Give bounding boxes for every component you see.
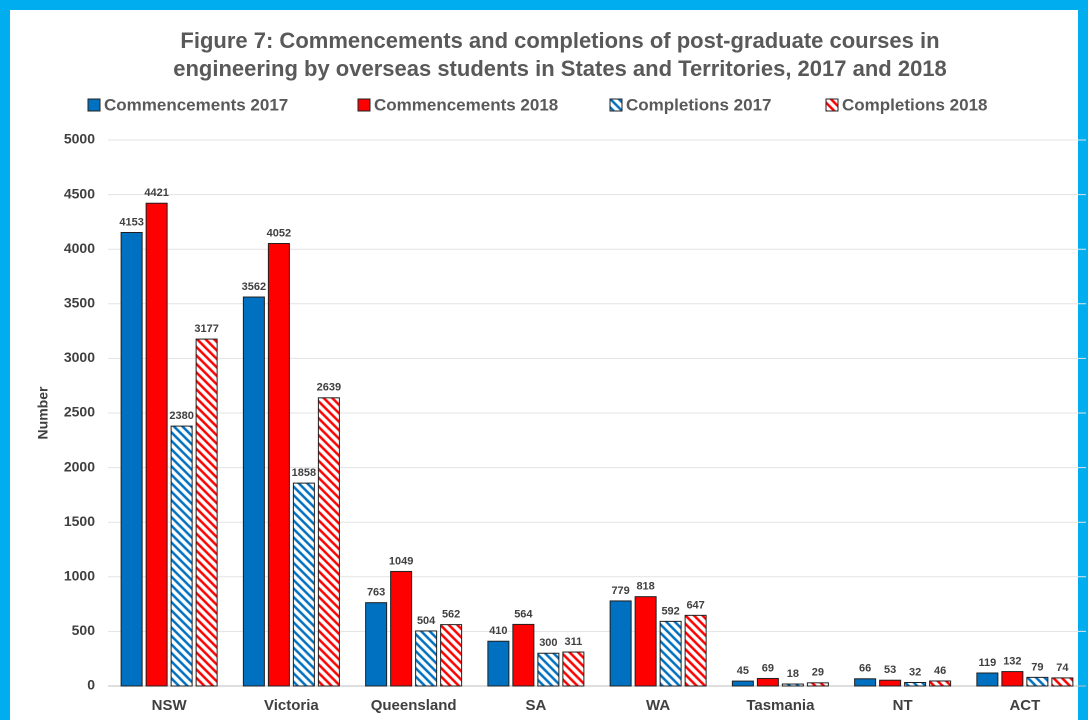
value-label: 3562	[242, 281, 266, 293]
value-label: 32	[909, 666, 921, 678]
bar	[781, 683, 804, 687]
legend-label: Completions 2018	[842, 95, 988, 114]
value-label: 818	[636, 581, 654, 593]
y-tick-label: 4000	[64, 240, 95, 256]
value-label: 3177	[194, 323, 218, 335]
y-tick-label: 2500	[64, 404, 95, 420]
value-label: 779	[611, 585, 629, 597]
x-tick-label: NSW	[152, 697, 188, 714]
bar	[634, 596, 657, 687]
bar	[1001, 671, 1024, 687]
bar	[242, 296, 265, 687]
legend-swatch	[825, 98, 839, 112]
bar	[365, 602, 388, 687]
bar	[879, 679, 902, 687]
bar	[854, 678, 877, 687]
bar	[684, 614, 707, 687]
bar	[415, 630, 438, 687]
legend-swatch	[609, 98, 623, 112]
bar	[390, 570, 413, 687]
y-tick-label: 1500	[64, 513, 95, 529]
y-tick-label: 3500	[64, 295, 95, 311]
legend-swatch	[357, 98, 371, 112]
x-tick-label: Queensland	[371, 697, 457, 714]
value-label: 45	[737, 665, 749, 677]
bar	[170, 425, 193, 687]
x-tick-label: WA	[646, 697, 670, 714]
legend-label: Completions 2017	[626, 95, 772, 114]
bar	[1051, 677, 1074, 687]
bar	[756, 677, 779, 687]
bar	[562, 651, 585, 687]
value-label: 562	[442, 609, 460, 621]
y-tick-label: 2000	[64, 458, 95, 474]
bar	[609, 600, 632, 687]
y-axis-label: Number	[35, 386, 51, 439]
bar	[195, 338, 218, 687]
value-label: 2380	[169, 410, 193, 422]
legend-swatch	[87, 98, 101, 112]
x-tick-label: SA	[525, 697, 546, 714]
bar	[120, 231, 143, 687]
value-label: 410	[489, 625, 507, 637]
value-label: 74	[1056, 662, 1069, 674]
bar	[440, 624, 463, 687]
value-label: 504	[417, 615, 436, 627]
x-tick-label: Tasmania	[746, 697, 815, 714]
value-label: 1049	[389, 555, 413, 567]
chart-title: engineering by overseas students in Stat…	[173, 56, 947, 81]
x-tick-label: Victoria	[264, 697, 319, 714]
value-label: 66	[859, 663, 871, 675]
legend-label: Commencements 2017	[104, 95, 288, 114]
value-label: 18	[787, 668, 799, 680]
value-label: 46	[934, 665, 946, 677]
bar	[317, 397, 340, 687]
bar	[976, 672, 999, 687]
y-tick-label: 4500	[64, 185, 95, 201]
value-label: 311	[565, 636, 583, 648]
value-label: 69	[762, 662, 774, 674]
value-label: 2639	[317, 382, 341, 394]
bar	[731, 680, 754, 687]
value-label: 763	[367, 587, 385, 599]
value-label: 4421	[144, 187, 168, 199]
chart-title: Figure 7: Commencements and completions …	[180, 28, 939, 53]
bar	[145, 202, 168, 687]
bar	[806, 682, 829, 687]
bar	[487, 640, 510, 687]
bar	[512, 623, 535, 687]
y-tick-label: 3000	[64, 349, 95, 365]
value-label: 4052	[267, 227, 291, 239]
value-label: 4153	[119, 216, 143, 228]
value-label: 132	[1003, 655, 1021, 667]
y-tick-label: 1000	[64, 568, 95, 584]
value-label: 564	[514, 608, 533, 620]
value-label: 29	[812, 667, 824, 679]
x-tick-label: NT	[893, 697, 913, 714]
bar	[904, 682, 927, 687]
bar	[267, 243, 290, 687]
value-label: 1858	[292, 467, 316, 479]
y-tick-label: 5000	[64, 131, 95, 147]
value-label: 79	[1031, 661, 1043, 673]
y-tick-label: 0	[87, 677, 95, 693]
value-label: 53	[884, 664, 896, 676]
value-label: 119	[979, 657, 997, 669]
value-label: 592	[661, 605, 679, 617]
bar	[929, 680, 952, 687]
value-label: 647	[686, 599, 704, 611]
x-tick-label: ACT	[1009, 697, 1040, 714]
bar	[537, 652, 560, 687]
legend-label: Commencements 2018	[374, 95, 558, 114]
bar	[659, 620, 682, 687]
value-label: 300	[539, 637, 557, 649]
bar	[292, 482, 315, 687]
bar	[1026, 676, 1049, 687]
y-tick-label: 500	[72, 622, 96, 638]
